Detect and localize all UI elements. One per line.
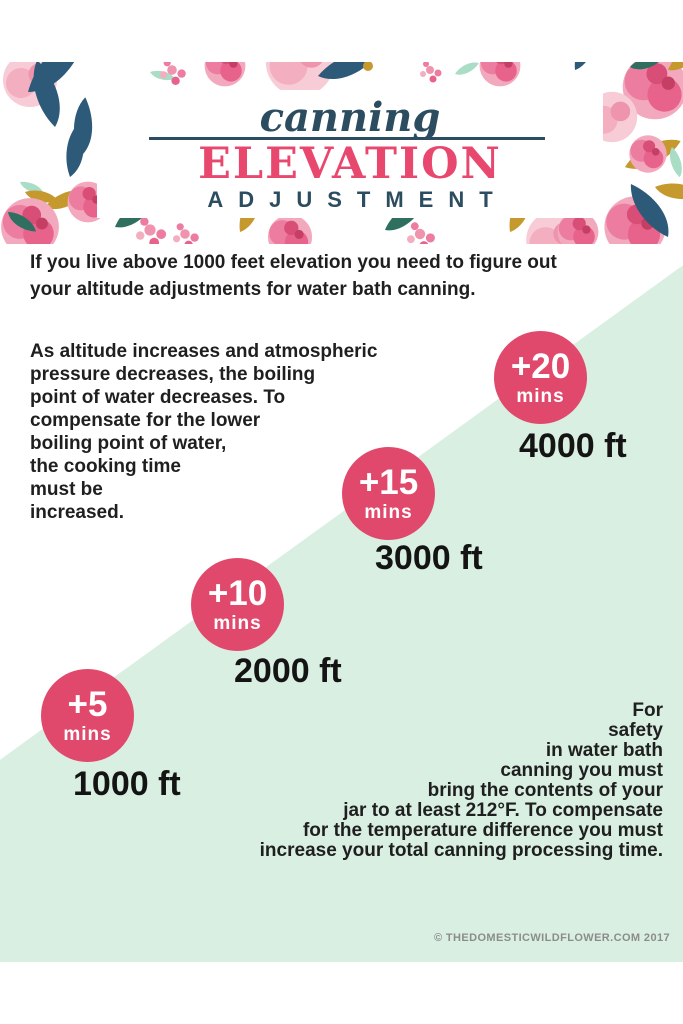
floral-banner: canning ELEVATION ADJUSTMENT — [0, 62, 683, 244]
step-circle-4000ft: +20 mins — [494, 331, 587, 424]
safety-paragraph: For safety in water bath canning you must br… — [259, 700, 663, 861]
adjustment-value: +20 — [510, 347, 571, 386]
main-title: ELEVATION — [198, 139, 502, 189]
adjustment-value: +15 — [358, 463, 419, 502]
adjustment-value: +5 — [67, 685, 108, 724]
title-box: canning ELEVATION ADJUSTMENT — [97, 90, 603, 218]
explanation-paragraph: As altitude increases and atmospheric pre… — [30, 341, 378, 523]
step-circle-2000ft: +10 mins — [191, 558, 284, 651]
elevation-label-2000ft: 2000 ft — [234, 652, 342, 690]
adjustment-unit: mins — [516, 386, 565, 407]
sub-title: ADJUSTMENT — [207, 187, 508, 212]
intro-paragraph: If you live above 1000 feet elevation yo… — [30, 252, 557, 300]
script-title: canning — [259, 94, 441, 141]
watercolor-floral-border-icon — [1, 62, 683, 244]
elevation-label-4000ft: 4000 ft — [519, 427, 627, 465]
title-divider — [149, 137, 545, 140]
adjustment-unit: mins — [63, 724, 112, 745]
step-circle-1000ft: +5 mins — [41, 669, 134, 762]
adjustment-value: +10 — [207, 574, 268, 613]
elevation-label-3000ft: 3000 ft — [375, 539, 483, 577]
adjustment-unit: mins — [364, 502, 413, 523]
adjustment-unit: mins — [213, 613, 262, 634]
footer-credit: © THEDOMESTICWILDFLOWER.COM 2017 — [433, 932, 670, 944]
elevation-label-1000ft: 1000 ft — [73, 765, 181, 803]
step-circle-3000ft: +15 mins — [342, 447, 435, 540]
